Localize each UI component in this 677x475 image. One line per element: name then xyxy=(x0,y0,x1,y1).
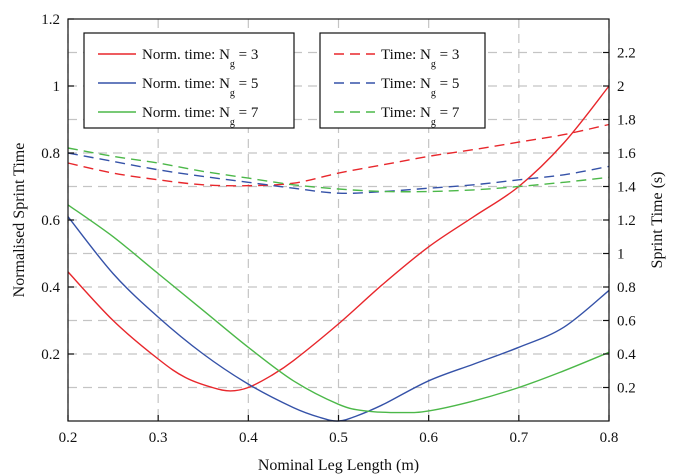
y-left-tick-label: 1 xyxy=(53,79,61,95)
y-left-tick-label: 0.8 xyxy=(41,146,60,162)
series-line-5 xyxy=(67,152,610,195)
y-right-tick-label: 2.2 xyxy=(617,46,636,62)
legend-entry-subscript: g xyxy=(431,88,436,99)
y-right-tick-label: 0.2 xyxy=(617,381,636,397)
x-axis-label: Nominal Leg Length (m) xyxy=(258,457,419,474)
y-right-tick-label: 0.4 xyxy=(617,347,636,363)
y-right-tick-label: 0.6 xyxy=(617,314,636,330)
legend-entry-subscript: g xyxy=(431,117,436,128)
legend-entry-suffix: = 7 xyxy=(436,105,460,121)
legend-entry-prefix: Norm. time: N xyxy=(142,76,230,92)
legend-entry-prefix: Time: N xyxy=(381,105,431,121)
x-tick-label: 0.4 xyxy=(239,430,258,446)
y-right-tick-label: 2 xyxy=(617,79,625,95)
legend-entry-suffix: = 3 xyxy=(436,47,459,63)
x-tick-label: 0.8 xyxy=(600,430,619,446)
legend-entry-label: Time: Ng = 3 xyxy=(381,47,459,70)
x-tick-label: 0.5 xyxy=(329,430,348,446)
x-tick-label: 0.6 xyxy=(419,430,438,446)
y-ticks-left: 0.2 0.4 0.6 0.8 1 1.2 xyxy=(41,12,74,363)
y-right-tick-label: 1.4 xyxy=(617,180,636,196)
legend-entry-prefix: Norm. time: N xyxy=(142,105,230,121)
y-left-tick-label: 0.2 xyxy=(41,347,60,363)
y-right-tick-label: 0.8 xyxy=(617,280,636,296)
y-right-tick-label: 1.8 xyxy=(617,113,636,129)
series-line-4 xyxy=(67,123,610,187)
legend-entry-label: Norm. time: Ng = 7 xyxy=(142,105,259,128)
legend-entry-label: Time: Ng = 5 xyxy=(381,76,459,99)
legend-entry-suffix: = 3 xyxy=(235,47,258,63)
legend-entry-suffix: = 5 xyxy=(436,76,459,92)
legend-entry-prefix: Norm. time: N xyxy=(142,47,230,63)
legend-entry-label: Time: Ng = 7 xyxy=(381,105,460,128)
x-tick-label: 0.7 xyxy=(509,430,528,446)
y-axis-label-right: Sprint Time (s) xyxy=(649,172,666,269)
legend-entry-suffix: = 7 xyxy=(235,105,259,121)
y-axis-label-left: Normalised Sprint Time xyxy=(11,143,28,298)
y-right-tick-label: 1.6 xyxy=(617,146,636,162)
legend-entry-label: Norm. time: Ng = 5 xyxy=(142,76,258,99)
y-right-tick-label: 1.2 xyxy=(617,213,636,229)
legend-entry-label: Norm. time: Ng = 3 xyxy=(142,47,258,70)
y-ticks-right: 0.2 0.4 0.6 0.8 1 1.2 1.4 1.6 1.8 2 2.2 xyxy=(603,46,636,397)
y-left-tick-label: 1.2 xyxy=(41,12,60,28)
x-tick-label: 0.2 xyxy=(59,430,78,446)
legend-box xyxy=(319,32,486,129)
y-left-tick-label: 0.4 xyxy=(41,280,60,296)
legend-entry-subscript: g xyxy=(431,59,436,70)
legend-entry-prefix: Time: N xyxy=(381,47,431,63)
series-line-1 xyxy=(67,85,610,392)
series-line-6 xyxy=(67,147,610,193)
x-tick-label: 0.3 xyxy=(149,430,168,446)
legend-entry-subscript: g xyxy=(230,88,235,99)
y-right-tick-label: 1 xyxy=(617,247,625,263)
legend-entry-subscript: g xyxy=(230,59,235,70)
series-line-3 xyxy=(67,204,610,414)
legend-entry-subscript: g xyxy=(230,117,235,128)
x-ticks: 0.2 0.3 0.4 0.5 0.6 0.7 0.8 xyxy=(59,415,619,446)
legend-entry-suffix: = 5 xyxy=(235,76,258,92)
y-left-tick-label: 0.6 xyxy=(41,213,60,229)
legend-entry-prefix: Time: N xyxy=(381,76,431,92)
